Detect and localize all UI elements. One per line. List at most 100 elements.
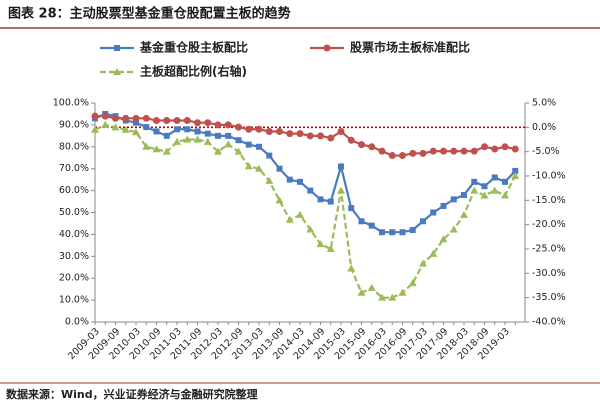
point	[512, 167, 519, 174]
point	[501, 143, 509, 151]
point	[502, 178, 508, 185]
point	[296, 210, 304, 218]
point	[480, 191, 489, 199]
point	[122, 114, 130, 122]
point	[439, 235, 448, 243]
point	[153, 117, 160, 125]
point	[408, 279, 417, 287]
point	[367, 283, 376, 291]
point	[245, 125, 253, 133]
series-line	[94, 123, 517, 299]
point	[265, 127, 273, 135]
y2-tick-label: -25.0%	[532, 244, 566, 255]
legend-marker	[114, 45, 120, 51]
point	[234, 147, 243, 155]
point	[450, 147, 458, 155]
point	[429, 249, 438, 257]
point	[132, 114, 140, 122]
point	[153, 128, 160, 135]
point	[276, 165, 283, 172]
point	[511, 172, 520, 179]
point	[306, 225, 315, 233]
point	[470, 186, 479, 194]
point	[194, 128, 201, 135]
point	[255, 164, 263, 172]
point	[491, 145, 499, 153]
point	[142, 114, 150, 122]
point	[286, 176, 293, 183]
y2-tick-label: -15.0%	[532, 195, 566, 206]
point	[163, 117, 171, 125]
point	[481, 183, 488, 190]
y-tick-label: 10.0%	[59, 295, 89, 306]
point	[91, 112, 99, 120]
point	[409, 149, 417, 157]
point	[388, 293, 397, 301]
point	[316, 240, 325, 248]
point	[429, 147, 437, 155]
point	[173, 117, 181, 125]
point	[275, 196, 284, 204]
point	[286, 130, 294, 138]
point	[501, 191, 509, 199]
point	[491, 174, 498, 181]
chart-title: 图表 28：主动股票型基金重仓股配置主板的趋势	[8, 6, 291, 22]
point	[265, 176, 274, 184]
point	[460, 147, 468, 155]
point	[388, 152, 396, 160]
point	[389, 229, 396, 236]
point	[306, 132, 314, 140]
y-tick-label: 40.0%	[59, 229, 89, 240]
point	[214, 121, 222, 129]
point	[101, 112, 109, 120]
point	[461, 191, 467, 198]
point	[450, 196, 457, 203]
point	[399, 152, 406, 160]
point	[133, 119, 139, 126]
point	[173, 137, 181, 145]
point	[121, 125, 130, 133]
point	[449, 225, 458, 233]
y2-tick-label: 0.0%	[532, 122, 556, 133]
point	[112, 114, 119, 122]
legend-marker	[113, 68, 121, 75]
point	[378, 147, 386, 155]
legend-label: 主板超配比例(右轴)	[140, 64, 247, 79]
point	[481, 143, 488, 151]
point	[440, 202, 447, 209]
point	[244, 162, 253, 170]
point	[419, 259, 427, 267]
point	[347, 264, 356, 272]
point	[420, 218, 426, 225]
point	[348, 205, 355, 212]
point	[276, 127, 283, 135]
point	[163, 132, 170, 139]
point	[296, 130, 304, 138]
point	[132, 128, 140, 136]
y2-tick-label: -40.0%	[532, 317, 566, 328]
y-tick-label: 100.0%	[53, 98, 89, 109]
point	[224, 121, 232, 129]
point	[317, 196, 324, 203]
y-tick-label: 80.0%	[59, 141, 89, 152]
point	[317, 132, 324, 140]
point	[430, 209, 437, 216]
point	[327, 134, 335, 142]
y2-tick-label: -35.0%	[532, 292, 566, 303]
point	[214, 147, 222, 155]
point	[358, 141, 365, 149]
point	[224, 140, 233, 148]
point	[297, 178, 303, 185]
point	[419, 149, 427, 157]
point	[358, 218, 365, 225]
point	[204, 130, 211, 137]
y-tick-label: 30.0%	[59, 251, 89, 262]
point	[174, 126, 180, 133]
point	[327, 198, 334, 205]
y-tick-label: 90.0%	[59, 119, 89, 130]
point	[398, 288, 407, 296]
y-tick-label: 70.0%	[59, 163, 89, 174]
legend-marker	[323, 44, 331, 52]
point	[470, 147, 478, 155]
point	[245, 141, 252, 148]
